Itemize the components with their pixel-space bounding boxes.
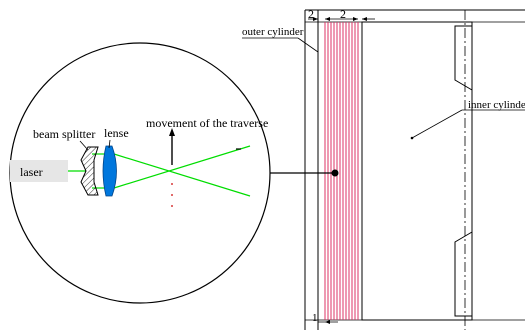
laser-box <box>10 160 68 182</box>
laser-beams <box>68 145 251 197</box>
dimension-label-bottom: 1 <box>312 312 318 324</box>
dimension-label-top-left: 2 <box>308 7 314 21</box>
dimension-label-top-gap: 2 <box>340 7 346 21</box>
movement-label: movement of the traverse <box>146 116 268 130</box>
beam-splitter <box>80 146 99 196</box>
measurement-planes <box>324 22 359 320</box>
measurement-volume-dots <box>171 183 173 207</box>
lens <box>102 145 117 197</box>
outer-cylinder-label: outer cylinder <box>242 26 304 38</box>
lense-label: lense <box>104 126 129 140</box>
measurement-point <box>331 169 339 177</box>
inner-cylinder-label: inner cylinder <box>468 99 525 111</box>
beam-splitter-label: beam splitter <box>33 127 95 141</box>
laser-label: laser <box>20 165 43 179</box>
cylinder-section <box>304 9 525 330</box>
